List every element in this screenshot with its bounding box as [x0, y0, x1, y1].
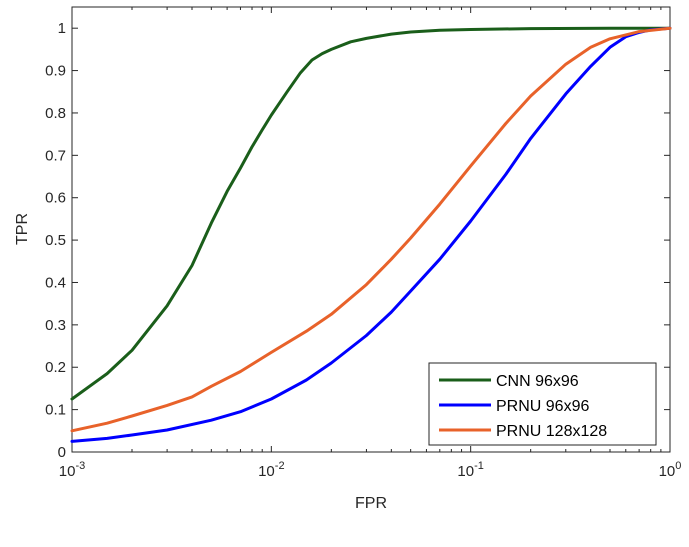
x-axis-ticks: 10-3 10-2 10-1 100: [59, 7, 682, 480]
y-tick-label: 0.2: [45, 359, 66, 376]
x-tick-label: 10-1: [457, 460, 483, 480]
y-tick-label: 1: [58, 20, 66, 37]
legend-label: CNN 96x96: [496, 373, 579, 390]
y-tick-label: 0.9: [45, 63, 66, 80]
x-tick-label: 10-2: [258, 460, 284, 480]
y-tick-label: 0.7: [45, 147, 66, 164]
y-tick-label: 0.8: [45, 105, 66, 122]
y-tick-label: 0.3: [45, 317, 66, 334]
y-tick-label: 0: [58, 444, 66, 461]
legend-label: PRNU 128x128: [496, 423, 607, 440]
y-axis-label: TPR: [14, 213, 31, 245]
y-axis-ticks: 0 0.1 0.2 0.3 0.4 0.5 0.6 0.7 0.8 0.9 1: [45, 20, 670, 461]
x-tick-label: 10-3: [59, 460, 85, 480]
legend-label: PRNU 96x96: [496, 398, 589, 415]
y-tick-label: 0.4: [45, 274, 66, 291]
legend: CNN 96x96 PRNU 96x96 PRNU 128x128: [428, 362, 657, 446]
y-tick-label: 0.1: [45, 402, 66, 419]
x-axis-label: FPR: [355, 495, 387, 512]
series-line: [70, 26, 672, 401]
x-tick-label: 100: [659, 460, 682, 480]
series-line: [70, 26, 672, 443]
y-tick-label: 0.6: [45, 190, 66, 207]
series-lines: [70, 26, 672, 443]
series-line: [70, 26, 672, 433]
y-tick-label: 0.5: [45, 232, 66, 249]
